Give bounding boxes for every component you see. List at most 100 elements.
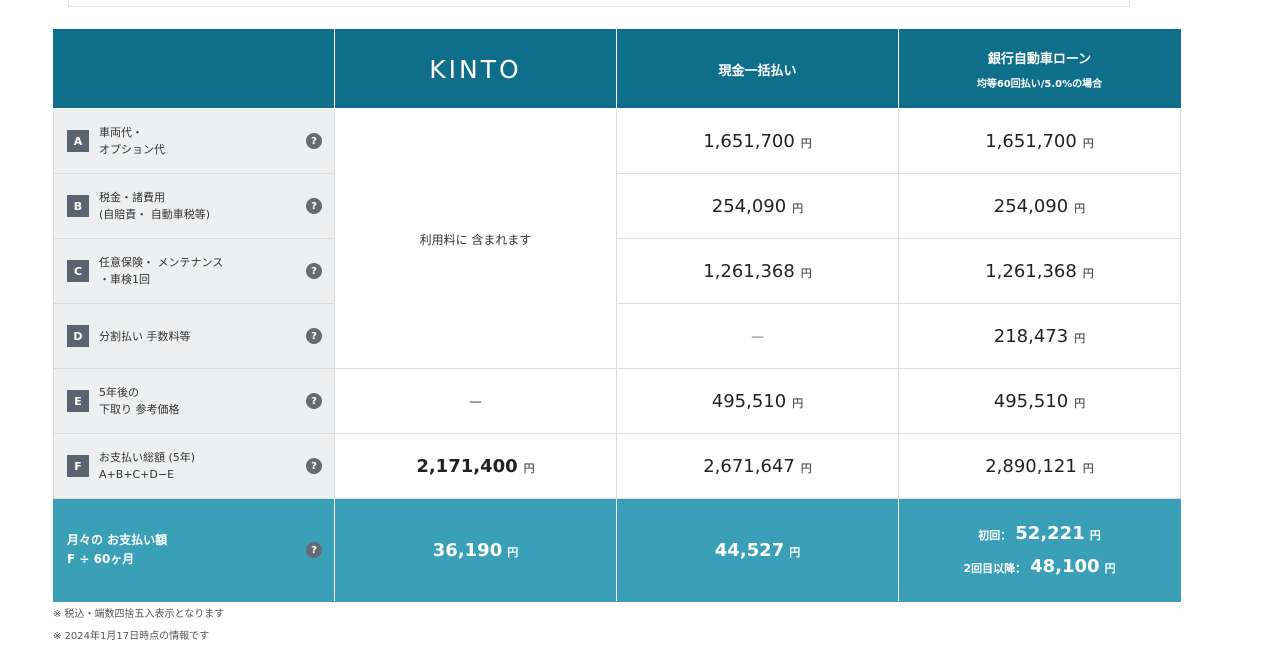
help-icon[interactable]: ? xyxy=(306,542,322,558)
row-badge: C xyxy=(67,260,89,282)
help-icon[interactable]: ? xyxy=(306,328,322,344)
cash-monthly-cell: 44,527 円 xyxy=(616,498,899,602)
top-strip xyxy=(68,0,1130,7)
cash-amount: 1,261,368 xyxy=(703,260,795,282)
kinto-amount: 2,171,400 xyxy=(416,455,518,477)
help-icon[interactable]: ? xyxy=(306,393,322,409)
loan-amount: 254,090 xyxy=(993,195,1069,217)
header-cash: 現金一括払い xyxy=(616,29,899,109)
table-row: A 車両代・ オプション代 ? 利用料に 含まれます 1,651,700 円 1,… xyxy=(53,108,1181,369)
row-label-text: 5年後の 下取り 参考価格 xyxy=(99,386,180,416)
loan-after-amount: 48,100 xyxy=(1030,556,1100,577)
payment-comparison-table: KINTO 現金一括払い 銀行自動車ローン 均等60回払い/5.0%の場合 A … xyxy=(53,29,1181,602)
table-row: D 分割払い 手数料等 ? － 218,473 円 xyxy=(53,303,1181,369)
loan-value-cell: 1,261,368 円 xyxy=(898,238,1181,304)
row-label-text: 車両代・ オプション代 xyxy=(99,126,165,156)
cash-value-cell: － xyxy=(616,303,899,369)
yen-unit: 円 xyxy=(792,396,804,410)
cash-dash: － xyxy=(749,328,766,347)
help-icon[interactable]: ? xyxy=(306,263,322,279)
cash-amount: 1,651,700 xyxy=(703,130,795,152)
cash-value-cell: 495,510 円 xyxy=(616,368,899,434)
loan-value-cell: 495,510 円 xyxy=(898,368,1181,434)
footnotes: ※ 税込・端数四捨五入表示となります ※ 2024年1月17日時点の情報です xyxy=(53,604,224,648)
table-header-row: KINTO 現金一括払い 銀行自動車ローン 均等60回払い/5.0%の場合 xyxy=(53,29,1181,109)
kinto-logo: KINTO xyxy=(429,54,522,84)
yen-unit: 円 xyxy=(1082,461,1094,475)
cash-value-cell: 1,261,368 円 xyxy=(616,238,899,304)
loan-header-sub: 均等60回払い/5.0%の場合 xyxy=(976,79,1103,90)
monthly-label-cell: 月々の お支払い額 F ÷ 60ヶ月 ? xyxy=(53,498,335,602)
loan-subsequent-payment: 2回目以降： 48,100 円 xyxy=(899,556,1180,577)
row-label-f: F お支払い総額 (5年) A+B+C+D−E ? xyxy=(53,433,335,499)
cash-amount: 495,510 xyxy=(711,390,787,412)
loan-amount: 1,261,368 xyxy=(985,260,1077,282)
header-loan: 銀行自動車ローン 均等60回払い/5.0%の場合 xyxy=(898,29,1181,109)
yen-unit: 円 xyxy=(523,461,535,475)
loan-first-payment: 初回： 52,221 円 xyxy=(899,523,1180,544)
yen-unit: 円 xyxy=(800,461,812,475)
loan-amount: 495,510 xyxy=(993,390,1069,412)
help-icon[interactable]: ? xyxy=(306,198,322,214)
table-row: E 5年後の 下取り 参考価格 ? － 495,510 円 495,510 円 xyxy=(53,368,1181,434)
loan-value-cell: 2,890,121 円 xyxy=(898,433,1181,499)
row-label-a: A 車両代・ オプション代 ? xyxy=(53,108,335,174)
loan-amount: 2,890,121 xyxy=(985,455,1077,477)
cash-header-label: 現金一括払い xyxy=(718,63,797,79)
cash-amount: 2,671,647 xyxy=(703,455,795,477)
loan-amount: 218,473 xyxy=(993,325,1069,347)
monthly-payment-row: 月々の お支払い額 F ÷ 60ヶ月 ? 36,190 円 44,527 円 初回：… xyxy=(53,498,1181,602)
yen-unit: 円 xyxy=(800,136,812,150)
header-kinto: KINTO xyxy=(334,29,617,109)
loan-value-cell: 1,651,700 円 xyxy=(898,108,1181,174)
yen-unit: 円 xyxy=(507,545,519,559)
loan-first-label: 初回： xyxy=(978,529,1012,542)
loan-header-label: 銀行自動車ローン xyxy=(987,52,1092,67)
loan-amount: 1,651,700 xyxy=(985,130,1077,152)
kinto-included-cell: 利用料に 含まれます xyxy=(334,108,617,369)
cash-value-cell: 2,671,647 円 xyxy=(616,433,899,499)
table-row: C 任意保険・ メンテナンス ・車検1回 ? 1,261,368 円 1,261,… xyxy=(53,238,1181,304)
row-label-e: E 5年後の 下取り 参考価格 ? xyxy=(53,368,335,434)
loan-after-label: 2回目以降： xyxy=(963,562,1027,575)
row-badge: B xyxy=(67,195,89,217)
row-badge: D xyxy=(67,325,89,347)
footnote: ※ 税込・端数四捨五入表示となります xyxy=(53,609,225,620)
row-badge: E xyxy=(67,390,89,412)
table-row: F お支払い総額 (5年) A+B+C+D−E ? 2,171,400 円 2,6… xyxy=(53,433,1181,499)
row-label-text: 任意保険・ メンテナンス ・車検1回 xyxy=(99,256,224,286)
row-label-c: C 任意保険・ メンテナンス ・車検1回 ? xyxy=(53,238,335,304)
footnote: ※ 2024年1月17日時点の情報です xyxy=(53,631,210,642)
loan-monthly-cell: 初回： 52,221 円 2回目以降： 48,100 円 xyxy=(898,498,1181,602)
yen-unit: 円 xyxy=(1074,396,1086,410)
loan-first-amount: 52,221 xyxy=(1015,523,1085,544)
yen-unit: 円 xyxy=(1074,331,1086,345)
yen-unit: 円 xyxy=(1074,201,1086,215)
yen-unit: 円 xyxy=(789,545,801,559)
loan-value-cell: 218,473 円 xyxy=(898,303,1181,369)
row-badge: A xyxy=(67,130,89,152)
yen-unit: 円 xyxy=(800,266,812,280)
help-icon[interactable]: ? xyxy=(306,458,322,474)
header-empty-cell xyxy=(53,29,335,109)
row-label-text: 税金・諸費用 (自賠責・ 自動車税等) xyxy=(99,191,211,221)
row-label-text: お支払い総額 (5年) A+B+C+D−E xyxy=(99,451,196,481)
yen-unit: 円 xyxy=(1089,529,1101,542)
loan-value-cell: 254,090 円 xyxy=(898,173,1181,239)
kinto-monthly-amount: 36,190 xyxy=(432,539,503,561)
cash-monthly-amount: 44,527 xyxy=(714,539,785,561)
kinto-value-cell: 2,171,400 円 xyxy=(334,433,617,499)
cash-value-cell: 254,090 円 xyxy=(616,173,899,239)
cash-value-cell: 1,651,700 円 xyxy=(616,108,899,174)
table-row: B 税金・諸費用 (自賠責・ 自動車税等) ? 254,090 円 254,090… xyxy=(53,173,1181,239)
yen-unit: 円 xyxy=(1082,266,1094,280)
row-label-d: D 分割払い 手数料等 ? xyxy=(53,303,335,369)
yen-unit: 円 xyxy=(1082,136,1094,150)
yen-unit: 円 xyxy=(792,201,804,215)
monthly-label: 月々の お支払い額 F ÷ 60ヶ月 xyxy=(67,533,168,566)
help-icon[interactable]: ? xyxy=(306,133,322,149)
row-label-b: B 税金・諸費用 (自賠責・ 自動車税等) ? xyxy=(53,173,335,239)
kinto-monthly-cell: 36,190 円 xyxy=(334,498,617,602)
kinto-dash: － xyxy=(467,393,484,412)
row-label-text: 分割払い 手数料等 xyxy=(99,329,191,343)
